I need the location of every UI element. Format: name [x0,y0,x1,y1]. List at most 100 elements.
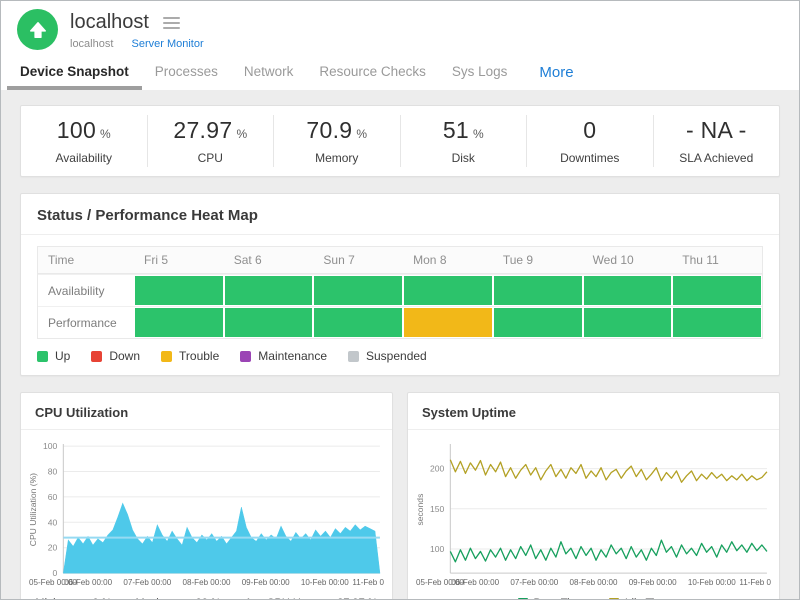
stat-value: 70.9 [306,117,352,144]
stat-downtimes: 0Downtimes [526,115,653,167]
heatmap-cell-availability-tue-9[interactable] [493,275,583,306]
up-arrow-icon [27,19,49,41]
heatmap-column-header: Sun 7 [313,247,403,273]
stat-value: - NA - [686,117,747,144]
tab-network[interactable]: Network [231,56,307,90]
svg-text:0: 0 [53,568,58,578]
menu-icon[interactable] [161,15,182,31]
svg-text:60: 60 [48,492,58,502]
stat-value-row: 27.97% [173,117,247,144]
heatmap-cell-performance-mon-8[interactable] [403,307,493,338]
heatmap-cell-availability-thu-11[interactable] [672,275,762,306]
stat-disk: 51% Disk [400,115,527,167]
legend-item-up: Up [37,349,70,363]
heatmap-cell-availability-sun-7[interactable] [313,275,403,306]
heatmap-column-header: Wed 10 [583,247,673,273]
heatmap-cell-availability-sat-6[interactable] [224,275,314,306]
stat-value: 51 [443,117,469,144]
stat-unit: % [100,127,111,141]
svg-text:06-Feb 00:00: 06-Feb 00:00 [451,578,499,587]
heatmap-row-label: Availability [38,275,134,306]
charts-row: CPU Utilization 0 20 40 60 80 100 CPU Utilizat… [20,392,780,600]
heatmap-legend: UpDownTroubleMaintenanceSuspended [37,349,763,363]
heatmap-column-header: Fri 5 [134,247,224,273]
heatmap-cell-performance-tue-9[interactable] [493,307,583,338]
heatmap-header-row: TimeFri 5Sat 6Sun 7Mon 8Tue 9Wed 10Thu 1… [38,247,762,274]
tab-resource-checks[interactable]: Resource Checks [306,56,439,90]
stat-cpu: 27.97% CPU [147,115,274,167]
cpu-utilization-card: CPU Utilization 0 20 40 60 80 100 CPU Utilizat… [20,392,393,600]
svg-text:08-Feb 00:00: 08-Feb 00:00 [570,578,618,587]
heatmap-panel: Status / Performance Heat Map TimeFri 5S… [20,193,780,376]
cpu-utilization-chart: 020406080100CPU Utilization (%)05-Feb 00… [27,438,386,589]
svg-text:09-Feb 00:00: 09-Feb 00:00 [629,578,677,587]
svg-text:100: 100 [43,441,58,451]
heatmap-cell-performance-wed-10[interactable] [583,307,673,338]
svg-text:09-Feb 00:00: 09-Feb 00:00 [242,578,290,587]
heatmap-cell-availability-mon-8[interactable] [403,275,493,306]
cpu-chart-title: CPU Utilization [21,393,392,430]
svg-text:11-Feb 0: 11-Feb 0 [739,578,771,587]
heatmap-title: Status / Performance Heat Map [21,194,779,235]
system-uptime-card: System Uptime 100150200seconds05-Feb 00:… [407,392,780,600]
svg-text:CPU Utilization (%): CPU Utilization (%) [28,473,38,546]
stat-label: CPU [198,151,223,165]
heatmap-cell-performance-fri-5[interactable] [134,307,224,338]
svg-text:10-Feb 00:00: 10-Feb 00:00 [301,578,349,587]
svg-text:07-Feb 00:00: 07-Feb 00:00 [510,578,558,587]
stat-label: Availability [56,151,112,165]
legend-item-suspended: Suspended [348,349,427,363]
svg-text:80: 80 [48,467,58,477]
stat-value-row: 70.9% [306,117,367,144]
tab-device-snapshot[interactable]: Device Snapshot [7,56,142,90]
tab-sys-logs[interactable]: Sys Logs [439,56,521,90]
svg-text:200: 200 [430,464,445,474]
page-header: localhost localhost Server Monitor [1,1,799,50]
stat-value-row: - NA - [686,117,747,144]
stat-value: 100 [57,117,96,144]
stat-unit: % [473,127,484,141]
tab-processes[interactable]: Processes [142,56,231,90]
svg-text:20: 20 [48,543,58,553]
heatmap-cell-performance-thu-11[interactable] [672,307,762,338]
heatmap-column-header: Sat 6 [224,247,314,273]
summary-stats-card: 100% Availability 27.97% CPU 70.9%Memory 51% D… [20,105,780,177]
heatmap-column-header: Thu 11 [672,247,762,273]
legend-item-maintenance: Maintenance [240,349,327,363]
heatmap-column-header: Time [38,247,134,273]
legend-label: Trouble [179,349,219,363]
stat-unit: % [236,127,247,141]
svg-text:40: 40 [48,517,58,527]
heatmap-cell-availability-fri-5[interactable] [134,275,224,306]
stat-unit: % [356,127,367,141]
device-status-avatar [17,9,58,50]
legend-swatch-maintenance [240,351,251,362]
heatmap-column-header: Mon 8 [403,247,493,273]
stat-value: 27.97 [173,117,232,144]
tab-more[interactable]: More [526,56,586,90]
tab-bar: Device SnapshotProcessesNetworkResource … [1,56,799,90]
svg-text:11-Feb 0: 11-Feb 0 [352,578,384,587]
heatmap-cell-performance-sun-7[interactable] [313,307,403,338]
svg-text:100: 100 [430,544,445,554]
stat-label: Downtimes [560,151,619,165]
legend-label: Suspended [366,349,427,363]
heatmap-cell-performance-sat-6[interactable] [224,307,314,338]
stat-memory: 70.9%Memory [273,115,400,167]
svg-text:06-Feb 00:00: 06-Feb 00:00 [64,578,112,587]
heatmap-row-availability: Availability [38,274,762,306]
heatmap-cell-availability-wed-10[interactable] [583,275,673,306]
legend-label: Up [55,349,70,363]
svg-text:150: 150 [430,504,445,514]
breadcrumb-monitor-type-link[interactable]: Server Monitor [131,38,203,50]
stat-value-row: 51% [443,117,484,144]
legend-swatch-trouble [161,351,172,362]
breadcrumb-host: localhost [70,38,113,50]
stat-sla-achieved: - NA -SLA Achieved [653,115,780,167]
breadcrumb: localhost Server Monitor [70,38,204,50]
stat-availability: 100% Availability [21,115,147,167]
legend-label: Maintenance [258,349,327,363]
legend-swatch-up [37,351,48,362]
system-uptime-chart: 100150200seconds05-Feb 00:0006-Feb 00:00… [414,438,773,589]
stat-label: Disk [452,151,475,165]
